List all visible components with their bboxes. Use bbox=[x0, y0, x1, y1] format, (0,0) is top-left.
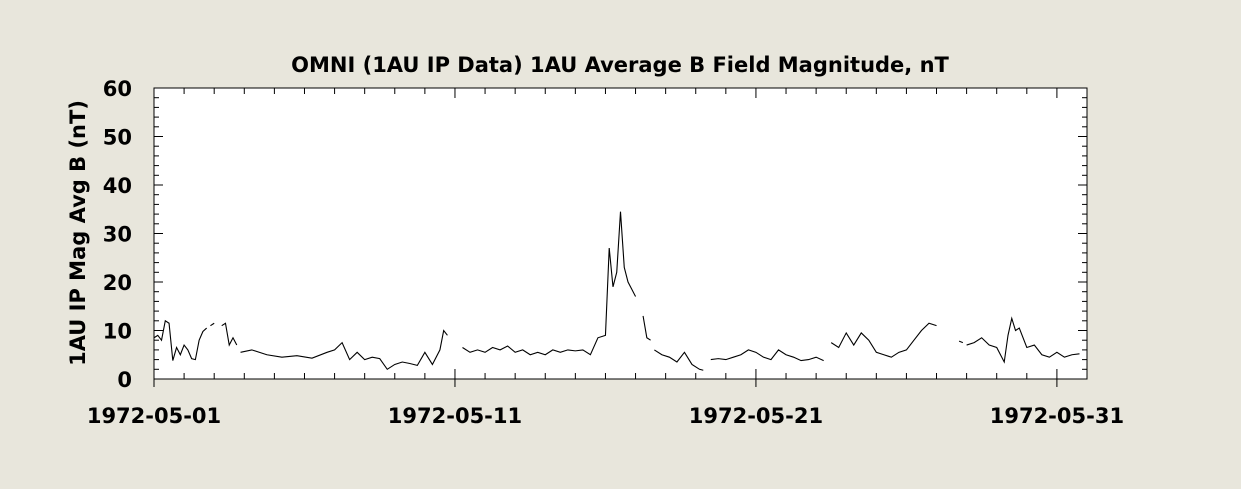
y-tick-label: 30 bbox=[103, 223, 132, 247]
y-axis-label: 1AU IP Mag Avg B (nT) bbox=[66, 100, 90, 366]
series-line-segment bbox=[462, 211, 637, 356]
x-tick-label: 1972-05-11 bbox=[388, 404, 522, 428]
series-line-segment bbox=[221, 322, 238, 347]
series-layer bbox=[154, 211, 1140, 371]
plot-area bbox=[153, 87, 1088, 380]
series-line-segment bbox=[642, 315, 651, 341]
series-line-segment bbox=[830, 322, 937, 358]
y-tick-label: 50 bbox=[103, 126, 132, 150]
y-tick-label: 60 bbox=[103, 77, 132, 101]
series-line-segment bbox=[240, 329, 448, 371]
axis-ticks bbox=[153, 87, 1088, 387]
x-axis-tick-labels: 1972-05-01 1972-05-11 1972-05-21 1972-05-31 bbox=[87, 404, 1124, 428]
y-tick-label: 10 bbox=[103, 320, 132, 344]
y-tick-label: 40 bbox=[103, 174, 132, 198]
y-tick-label: 0 bbox=[117, 368, 132, 392]
series-line-segment bbox=[654, 349, 704, 371]
x-tick-label: 1972-05-31 bbox=[990, 404, 1124, 428]
x-tick-label: 1972-05-21 bbox=[689, 404, 823, 428]
y-axis-tick-labels: 0 10 20 30 40 50 60 bbox=[103, 77, 132, 392]
y-tick-label: 20 bbox=[103, 271, 132, 295]
series-line-segment bbox=[710, 349, 824, 362]
series-line-segment bbox=[154, 319, 208, 361]
series-line-segment bbox=[1091, 318, 1140, 364]
series-line-segment bbox=[958, 340, 964, 344]
x-tick-label: 1972-05-01 bbox=[87, 404, 221, 428]
series-line-segment bbox=[210, 322, 215, 327]
series-line-segment bbox=[966, 316, 1080, 364]
chart-title: OMNI (1AU IP Data) 1AU Average B Field M… bbox=[291, 53, 949, 77]
